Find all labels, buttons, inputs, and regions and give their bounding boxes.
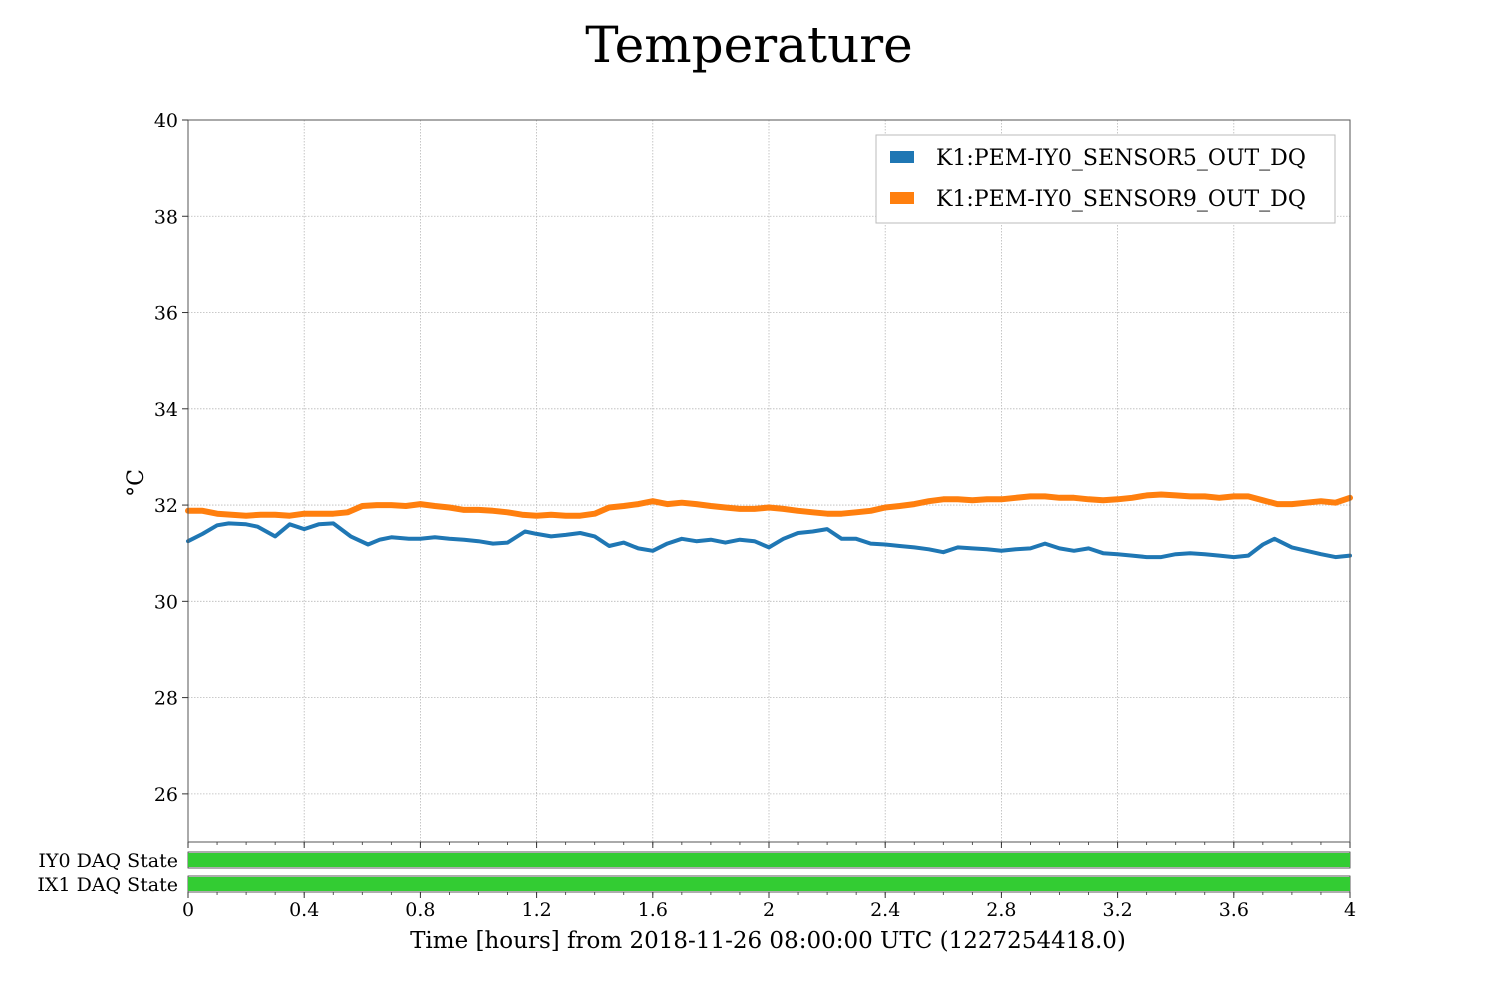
series-layer [185,491,1353,560]
x-tick-label: 2.4 [870,899,900,921]
grid-layer [187,119,1351,842]
legend: K1:PEM-IY0_SENSOR5_OUT_DQ K1:PEM-IY0_SENS… [875,134,1336,224]
x-axis-label: Time [hours] from 2018-11-26 08:00:00 UT… [410,928,1126,954]
axes-layer: 26 28 30 32 34 36 38 40 0 0.4 0.8 1.2 1.6 2 2.4 2.8 3.2 3… [154,110,1356,921]
legend-label: K1:PEM-IY0_SENSOR9_OUT_DQ [936,187,1306,212]
y-axis-label: °C [124,469,149,497]
legend-frame [875,134,1336,224]
state-bar-segment [188,877,1350,891]
x-tick-label: 2 [763,899,775,921]
state-bar-segment [188,853,1350,867]
x-tick-label: 1.6 [638,899,668,921]
y-tick-label: 40 [154,110,178,132]
y-tick-label: 36 [154,303,178,325]
y-tick-label: 28 [154,688,178,710]
x-tick-label: 0.8 [405,899,435,921]
legend-label: K1:PEM-IY0_SENSOR5_OUT_DQ [936,146,1306,171]
x-tick-label: 3.2 [1102,899,1132,921]
x-tick-label: 1.2 [521,899,551,921]
series-line-2 [185,491,1353,519]
y-tick-label: 30 [154,591,178,613]
chart-title: Temperature [585,16,913,74]
y-tick-label: 26 [154,784,178,806]
legend-swatch [890,151,914,163]
x-tick-label: 2.8 [986,899,1016,921]
x-tick-label: 0 [182,899,194,921]
series-line-1 [186,521,1352,560]
state-bar-label: IX1 DAQ State [37,874,178,896]
x-tick-label: 4 [1344,899,1356,921]
x-tick-label: 3.6 [1219,899,1249,921]
y-tick-label: 32 [154,495,178,517]
legend-swatch [890,192,914,204]
x-tick-label: 0.4 [289,899,319,921]
y-tick-label: 38 [154,206,178,228]
state-bar-label: IY0 DAQ State [38,850,178,872]
y-tick-label: 34 [154,399,178,421]
